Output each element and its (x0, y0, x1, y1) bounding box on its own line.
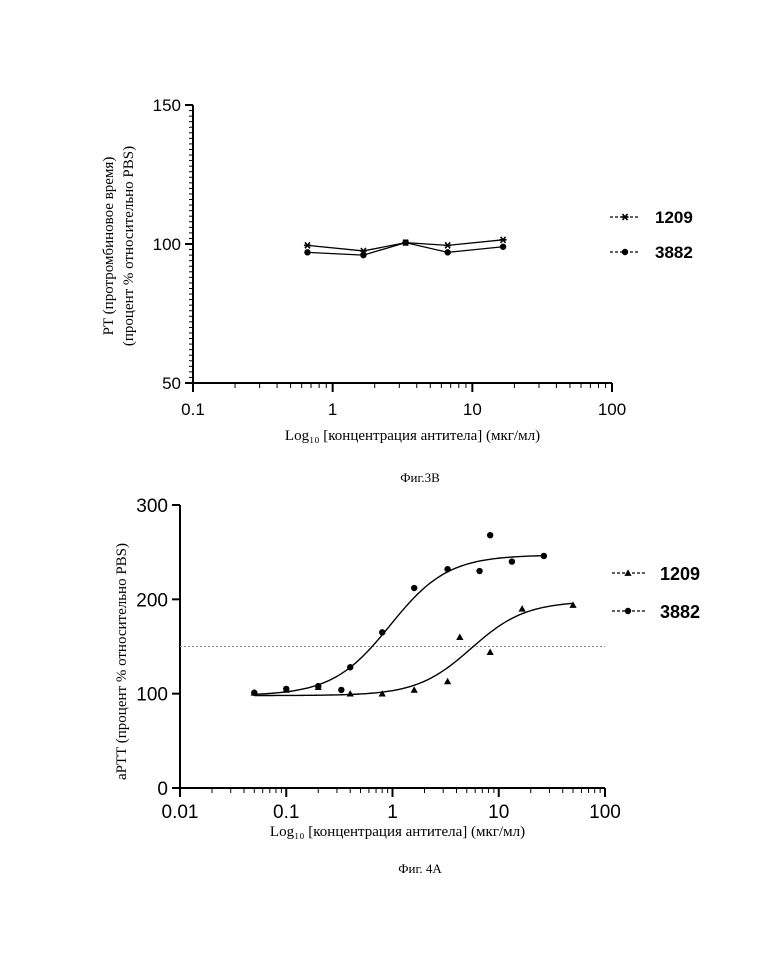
y-tick-label: 0 (157, 779, 168, 800)
data-point (500, 244, 506, 250)
data-point (360, 252, 366, 258)
axis-ticks: 50 100 150 0.1 1 10 100 (153, 96, 627, 419)
y-tick-label: 200 (136, 590, 168, 611)
legend-label: 3882 (660, 602, 700, 622)
data-point (487, 649, 494, 655)
x-tick-label: 10 (488, 802, 509, 823)
data-point (251, 690, 257, 696)
x-tick-label: 0.1 (181, 400, 205, 419)
x-tick-label: 10 (463, 400, 482, 419)
data-point (283, 686, 289, 692)
legend: 1209 3882 (610, 208, 693, 262)
data-point (411, 585, 417, 591)
data-point (541, 553, 547, 559)
x-tick-label: 0.1 (273, 802, 299, 823)
figure-canvas: 501001500.1110100 Log₁₀ [концентрация ан… (0, 0, 780, 976)
data-point (500, 237, 507, 243)
y-axis-label: aPTT (процент % относительно PBS) (114, 543, 130, 780)
data-point (304, 242, 311, 248)
series-3882 (251, 532, 547, 696)
y-tick-label: 100 (136, 685, 168, 706)
legend-marker (622, 214, 629, 220)
data-point (338, 687, 344, 693)
data-point (509, 558, 515, 564)
figure-caption: Фиг.3В (400, 470, 440, 485)
legend-label: 3882 (655, 243, 693, 262)
y-tick-label: 150 (153, 96, 181, 115)
data-point (476, 568, 482, 574)
data-point (411, 686, 418, 692)
data-point (304, 249, 310, 255)
chart-aptt: 0 100 200 300 0.01 0.1 1 10 100 Log₁₀ [концентра… (114, 496, 700, 876)
legend-marker (625, 608, 631, 614)
figure-caption: Фиг. 4А (398, 861, 442, 876)
data-point (456, 633, 463, 639)
series-group (304, 237, 507, 258)
data-point (444, 678, 451, 684)
x-tick-label: 0.01 (162, 802, 199, 823)
data-point (315, 683, 321, 689)
y-axis-label-line-2: (процент % относительно PBS) (121, 146, 137, 346)
y-tick-label: 50 (162, 374, 181, 393)
data-point (347, 690, 354, 696)
legend-marker (622, 249, 628, 255)
legend-item-1209: 1209 (612, 564, 700, 584)
fit-curve (254, 603, 573, 695)
x-tick-label: 1 (387, 802, 398, 823)
y-tick-label: 300 (136, 496, 168, 517)
data-point (379, 629, 385, 635)
data-point (444, 249, 450, 255)
legend-label: 1209 (660, 564, 700, 584)
data-point (402, 239, 408, 245)
x-tick-label: 1 (328, 400, 337, 419)
data-point (347, 664, 353, 670)
data-point (444, 566, 450, 572)
data-point (487, 532, 493, 538)
legend-item-3882: 3882 (612, 602, 700, 622)
x-tick-label: 100 (589, 802, 621, 823)
series-1209 (251, 601, 577, 696)
legend-item-3882: 3882 (610, 243, 693, 262)
legend-marker (624, 569, 631, 575)
data-point (569, 601, 576, 607)
series-group (251, 532, 577, 697)
axis-ticks: 0 100 200 300 0.01 0.1 1 10 100 (136, 496, 621, 823)
legend: 1209 3882 (612, 564, 700, 622)
y-axis-label-line-1: PT (протромбиновое время) (101, 157, 117, 336)
data-point (519, 605, 526, 611)
data-point (444, 242, 451, 248)
legend-item-1209: 1209 (610, 208, 693, 227)
y-tick-label: 100 (153, 235, 181, 254)
chart-prothrombin-time: 50 100 150 0.1 1 10 100 Log₁₀ [концентрация ан… (101, 96, 693, 485)
data-point (379, 690, 386, 696)
legend-label: 1209 (655, 208, 693, 227)
x-tick-label: 100 (598, 400, 626, 419)
x-axis-label: Log₁₀ [концентрация антитела] (мкг/мл) (285, 428, 540, 444)
x-axis-label: Log₁₀ [концентрация антитела] (мкг/мл) (270, 824, 525, 840)
